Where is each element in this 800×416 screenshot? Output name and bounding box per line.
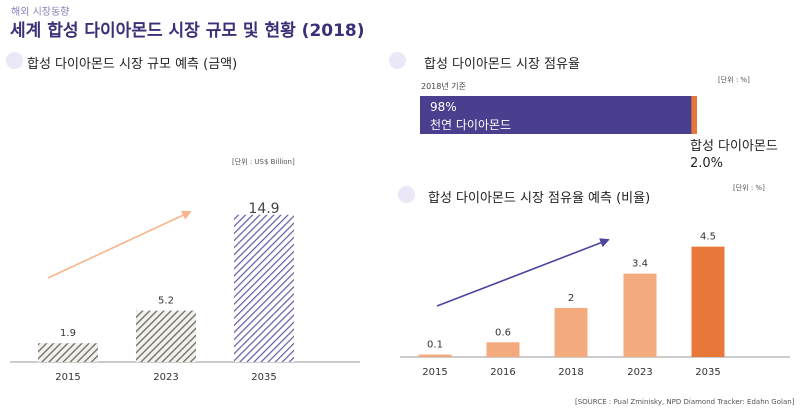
natural-value-label: 98% — [430, 100, 457, 114]
section-bullet-icon — [6, 52, 23, 69]
section-bullet-icon — [398, 186, 415, 203]
left-trend-arrow — [47, 210, 192, 279]
data-label: 1.9 — [60, 328, 76, 339]
bar-2015 — [38, 343, 98, 362]
bar-2015 — [418, 354, 452, 357]
synthetic-value-label: 2.0% — [690, 156, 723, 171]
tick-label: 2016 — [490, 367, 515, 378]
bar-2016 — [486, 342, 520, 357]
bar-2018 — [554, 307, 588, 357]
page-title: 세계 합성 다이아몬드 시장 규모 및 현황 (2018) — [10, 21, 365, 41]
forecast-trend-arrow — [436, 238, 610, 307]
bar-2035 — [234, 214, 294, 362]
share-unit-label: [단위 : %] — [718, 76, 750, 84]
share-basis-label: 2018년 기준 — [421, 81, 466, 91]
tick-label: 2035 — [251, 372, 276, 383]
data-label: 0.6 — [495, 327, 511, 338]
bar-synthetic — [691, 96, 697, 134]
left-bar-chart: 1.9 2015 5.2 2023 14.9 2035 — [10, 201, 360, 383]
tick-label: 2035 — [695, 367, 720, 378]
forecast-unit-label: [단위 : %] — [733, 184, 765, 192]
tick-label: 2015 — [55, 372, 80, 383]
data-label: 3.4 — [632, 259, 648, 270]
header-subtitle: 해외 시장동향 — [11, 7, 70, 18]
share-section-title: 합성 다이아몬드 시장 점유율 — [424, 57, 580, 72]
data-label: 4.5 — [700, 232, 716, 243]
tick-label: 2018 — [558, 367, 583, 378]
bar-natural — [420, 96, 692, 134]
forecast-bar-chart: 0.1 2015 0.6 2016 2 2018 3.4 2023 4.5 2035 — [400, 232, 790, 378]
tick-label: 2015 — [422, 367, 447, 378]
left-section-title: 합성 다이아몬드 시장 규모 예측 (금액) — [27, 57, 238, 72]
bar-2023 — [136, 310, 196, 362]
synthetic-category-label: 합성 다이아몬드 — [690, 139, 778, 154]
source-note: [SOURCE : Pual Zminisky, NPD Diamond Tra… — [575, 398, 795, 406]
bar-2023 — [623, 273, 657, 357]
data-label: 5.2 — [158, 296, 174, 307]
bar-2035 — [691, 246, 725, 357]
left-unit-label: [단위 : US$ Billion] — [232, 158, 295, 166]
natural-category-label: 천연 다이아몬드 — [430, 117, 511, 132]
data-label: 14.9 — [248, 201, 279, 217]
tick-label: 2023 — [153, 372, 178, 383]
data-label: 2 — [568, 293, 574, 304]
forecast-section-title: 합성 다이아몬드 시장 점유율 예측 (비율) — [428, 191, 651, 206]
data-label: 0.1 — [427, 340, 443, 351]
section-bullet-icon — [389, 52, 406, 69]
tick-label: 2023 — [627, 367, 652, 378]
